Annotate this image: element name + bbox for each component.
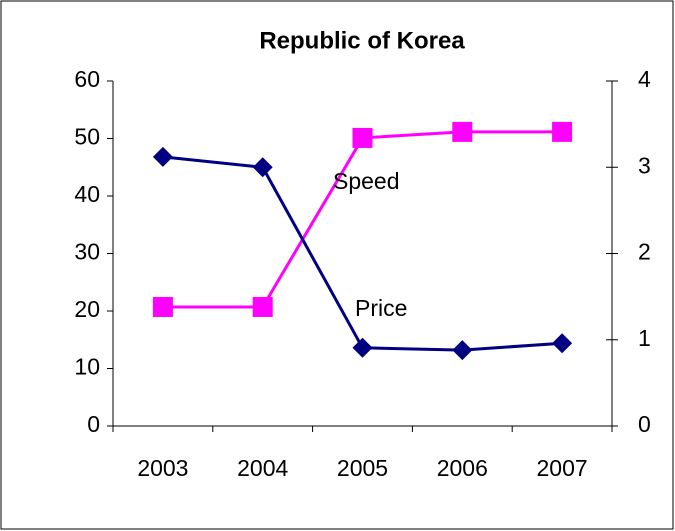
y2-tick-label: 1 [638, 325, 651, 351]
series-label: Speed [333, 168, 400, 194]
x-tick-label: 2006 [437, 455, 488, 481]
diamond-marker [252, 157, 273, 178]
y-tick-label: 0 [87, 411, 100, 437]
square-marker [152, 296, 173, 317]
y-tick-label: 60 [74, 66, 100, 92]
diamond-marker [352, 337, 373, 358]
square-marker [452, 121, 473, 142]
y2-tick-label: 0 [638, 411, 651, 437]
diamond-marker [552, 333, 573, 354]
x-tick-label: 2007 [537, 455, 588, 481]
square-marker [252, 296, 273, 317]
y-tick-label: 10 [74, 354, 100, 380]
x-tick-label: 2005 [337, 455, 388, 481]
y-tick-label: 20 [74, 296, 100, 322]
y2-tick-label: 3 [638, 152, 651, 178]
chart-title: Republic of Korea [259, 27, 465, 54]
x-tick-label: 2004 [237, 455, 288, 481]
y2-tick-label: 4 [638, 66, 651, 92]
y-tick-label: 30 [74, 239, 100, 265]
square-marker [552, 121, 573, 142]
diamond-marker [152, 146, 173, 167]
square-marker [352, 127, 373, 148]
diamond-marker [452, 340, 473, 361]
x-tick-label: 2003 [137, 455, 188, 481]
y2-tick-label: 2 [638, 239, 651, 265]
y-tick-label: 50 [74, 124, 100, 150]
series-label: Price [355, 295, 407, 321]
y-tick-label: 40 [74, 181, 100, 207]
